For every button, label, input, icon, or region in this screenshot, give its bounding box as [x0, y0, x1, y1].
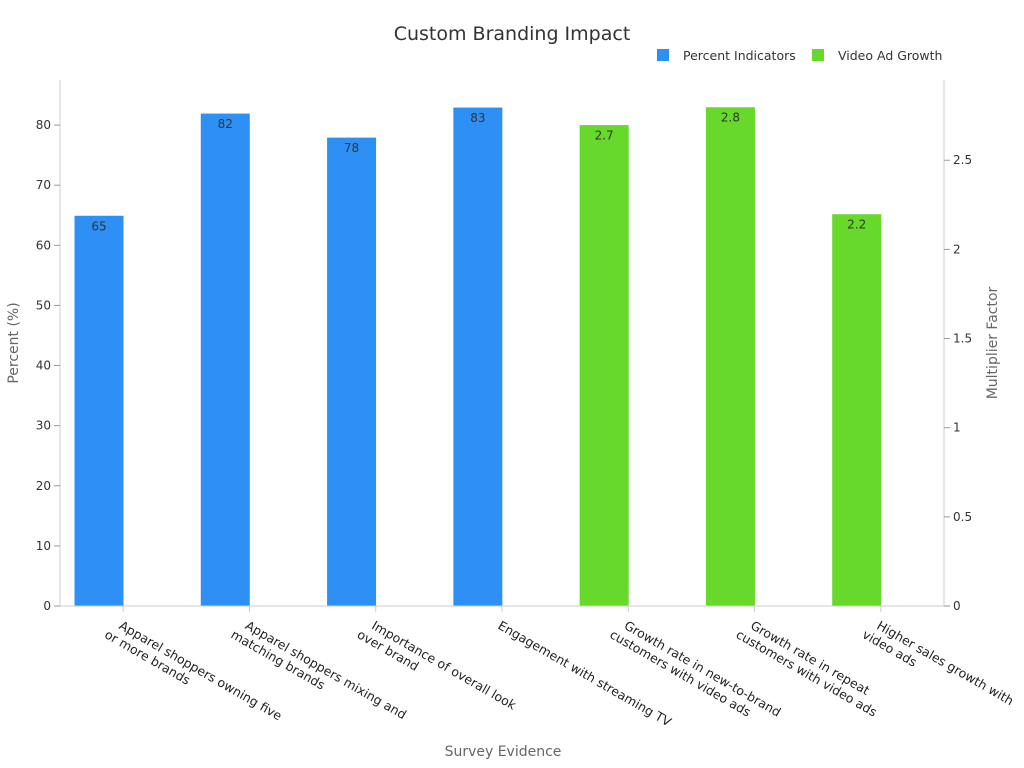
y-left-tick-label: 0 — [43, 599, 51, 613]
y-left-tick-label: 30 — [36, 419, 51, 433]
y-ticks-right: 0 0.5 1 1.5 2 2.5 — [944, 153, 972, 613]
bar-percent-0 — [73, 214, 125, 607]
data-label-2: 78 — [344, 141, 359, 155]
data-labels: 65 82 78 83 2.7 2.8 2.2 — [91, 111, 866, 234]
bar-video-5 — [704, 106, 756, 607]
y-right-tick-label: 2 — [953, 242, 961, 256]
y-left-tick-label: 80 — [36, 118, 51, 132]
legend-label-percent-indicators: Percent Indicators — [683, 48, 796, 63]
y-right-tick-label: 0.5 — [953, 510, 972, 524]
y-right-tick-label: 1 — [953, 421, 961, 435]
y-axis-left-title: Percent (%) — [6, 302, 22, 383]
y-ticks-left: 0 10 20 30 40 50 60 70 80 — [36, 118, 60, 613]
bar-percent-1 — [199, 112, 251, 607]
data-label-0: 65 — [91, 219, 106, 233]
y-left-tick-label: 70 — [36, 178, 51, 192]
legend-label-video-ad-growth: Video Ad Growth — [838, 48, 942, 63]
y-right-tick-label: 1.5 — [953, 332, 972, 346]
y-left-tick-label: 20 — [36, 479, 51, 493]
legend-swatch-video-ad-growth — [812, 49, 824, 61]
y-left-tick-label: 60 — [36, 238, 51, 252]
bars — [73, 106, 883, 607]
y-right-tick-label: 0 — [953, 599, 961, 613]
y-left-tick-label: 40 — [36, 359, 51, 373]
x-tick-label-line: Higher sales growth with — [874, 618, 1016, 709]
x-ticks: Apparel shoppers owning fiveor more bran… — [102, 606, 1016, 730]
data-label-5: 2.8 — [721, 111, 740, 125]
y-left-tick-label: 10 — [36, 539, 51, 553]
chart-title: Custom Branding Impact — [394, 23, 631, 45]
data-label-6: 2.2 — [847, 218, 866, 232]
bar-percent-3 — [452, 106, 504, 607]
bar-video-4 — [578, 124, 630, 607]
y-left-tick-label: 50 — [36, 298, 51, 312]
data-label-1: 82 — [218, 117, 233, 131]
bar-video-6 — [831, 213, 883, 607]
bar-percent-2 — [326, 136, 378, 607]
data-label-3: 83 — [470, 111, 485, 125]
data-label-4: 2.7 — [595, 129, 614, 143]
legend: Percent Indicators Video Ad Growth — [657, 48, 942, 63]
y-right-tick-label: 2.5 — [953, 153, 972, 167]
x-axis-title: Survey Evidence — [445, 744, 562, 760]
y-axis-right-title: Multiplier Factor — [985, 286, 1001, 399]
legend-swatch-percent-indicators — [657, 49, 669, 61]
x-tick-label-6: Higher sales growth withvideo ads — [860, 614, 1016, 722]
